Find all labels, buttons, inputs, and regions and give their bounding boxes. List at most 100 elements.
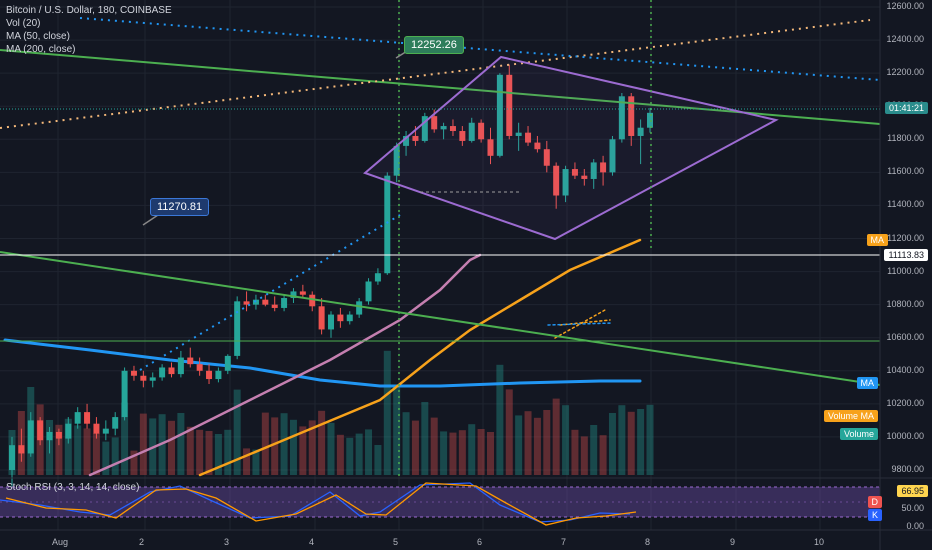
candle-body: [431, 116, 438, 130]
price-tick-label: 11800.00: [887, 133, 924, 144]
candle-body: [65, 423, 72, 439]
time-tick-label: 10: [814, 537, 825, 547]
vol-indicator-label[interactable]: Vol (20): [6, 18, 41, 29]
time-tick-label: 9: [730, 537, 736, 547]
volume-bar: [562, 405, 570, 475]
volume-bar: [83, 428, 91, 475]
rsi-tick-0: 0.00: [906, 521, 924, 531]
candle-body: [440, 126, 447, 130]
time-tick-label: 7: [561, 537, 567, 547]
time-tick-label: 5: [393, 537, 399, 547]
volume-bar: [299, 426, 307, 475]
candle-body: [534, 142, 541, 150]
price-callout-high[interactable]: 12252.26: [404, 36, 464, 54]
volume-bar: [139, 413, 147, 475]
ma200-price-tag: MA: [856, 377, 878, 389]
volume-bar: [618, 405, 626, 475]
candle-body: [46, 431, 53, 441]
candle-body: [581, 175, 588, 179]
volume-bar: [515, 415, 523, 475]
candle-body: [262, 299, 269, 305]
dotted-trend-blue-top: [79, 17, 881, 81]
price-tick-label: 12600.00: [886, 1, 924, 11]
volume-bar: [411, 420, 419, 475]
price-tick-label: 10600.00: [886, 331, 924, 342]
candle-body: [515, 132, 522, 136]
candle-body: [271, 304, 278, 308]
rsi-d-tag: D: [867, 496, 882, 508]
candle-body: [112, 417, 119, 429]
time-tick-label: 3: [224, 537, 230, 547]
volume-bar: [468, 424, 476, 475]
volume-bar: [552, 398, 560, 475]
symbol-title[interactable]: Bitcoin / U.S. Dollar, 180, COINBASE: [6, 5, 172, 16]
countdown-badge: 01:41:21: [884, 102, 928, 114]
volume-bar: [130, 450, 138, 475]
candle-body: [562, 169, 569, 196]
volume-bar: [374, 445, 382, 475]
time-tick-label: 4: [309, 537, 315, 547]
candle-body: [252, 299, 259, 305]
candle-body: [403, 135, 410, 146]
volume-bar: [637, 409, 645, 475]
volume-bar: [261, 412, 269, 475]
candle-body: [590, 162, 597, 179]
volume-bar: [365, 429, 373, 475]
volume-bar: [308, 420, 316, 475]
candle-body: [55, 431, 62, 439]
volume-bar: [186, 426, 194, 475]
candle-body: [177, 357, 184, 375]
candle-body: [74, 412, 81, 424]
volume-bar: [383, 350, 391, 475]
volume-bar: [224, 429, 232, 475]
candle-body: [487, 139, 494, 156]
time-tick-label: 6: [477, 537, 483, 547]
candle-body: [9, 445, 15, 470]
time-tick-label: Aug: [52, 537, 69, 547]
volume-bar: [646, 404, 654, 475]
candle-body: [224, 355, 231, 371]
candle-body: [374, 273, 381, 282]
volume-bar: [402, 412, 410, 475]
volume-bar: [318, 410, 326, 475]
candle-body: [637, 127, 644, 136]
candle-body: [121, 370, 128, 418]
candle-body: [130, 370, 137, 376]
price-callout-low[interactable]: 11270.81: [150, 198, 210, 216]
volume-bar: [543, 410, 551, 475]
volume-bar: [121, 402, 129, 475]
price-tick-label: 10400.00: [886, 364, 924, 375]
rsi-value-badge: 66.95: [897, 485, 928, 497]
volume-bar: [233, 389, 241, 475]
volume-bar: [496, 364, 504, 475]
candle-body: [412, 135, 419, 141]
stoch-rsi-label[interactable]: Stoch RSI (3, 3, 14, 14, close): [6, 482, 140, 493]
candle-body: [215, 370, 222, 380]
volume-bar: [243, 448, 251, 475]
volume-bar: [205, 431, 213, 475]
candle-body: [102, 428, 109, 434]
volume-bar: [102, 441, 110, 475]
price-tick-label: 12400.00: [886, 34, 924, 45]
candle-body: [159, 367, 166, 378]
pink-curve: [88, 253, 482, 477]
callout-leader-left: [142, 214, 159, 226]
candle-body: [346, 314, 353, 322]
volume-bar: [590, 425, 598, 475]
grid-lines: [0, 0, 880, 530]
volume-bar: [608, 413, 616, 475]
candle-body: [496, 74, 503, 156]
candle-body: [290, 291, 297, 299]
price-tick-label: 11200.00: [887, 232, 924, 243]
volume-bar: [449, 432, 457, 475]
candle-body: [84, 412, 91, 424]
candle-body: [628, 96, 635, 136]
volume-ma-tag: Volume MA: [823, 410, 878, 422]
price-tick-label: 11000.00: [887, 265, 924, 276]
candle-body: [27, 420, 34, 454]
ma200-indicator-label[interactable]: MA (200, close): [6, 44, 76, 55]
ma50-indicator-label[interactable]: MA (50, close): [6, 31, 70, 42]
candlesticks: [9, 64, 653, 487]
